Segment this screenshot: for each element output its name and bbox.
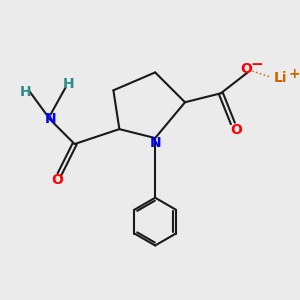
- Text: N: N: [45, 112, 56, 126]
- Text: H: H: [20, 85, 31, 99]
- Text: −: −: [250, 58, 263, 73]
- Text: O: O: [51, 173, 63, 188]
- Text: N: N: [149, 136, 161, 150]
- Text: O: O: [230, 123, 242, 137]
- Text: +: +: [288, 67, 300, 81]
- Text: H: H: [63, 77, 74, 92]
- Text: O: O: [240, 62, 252, 76]
- Text: Li: Li: [274, 71, 287, 85]
